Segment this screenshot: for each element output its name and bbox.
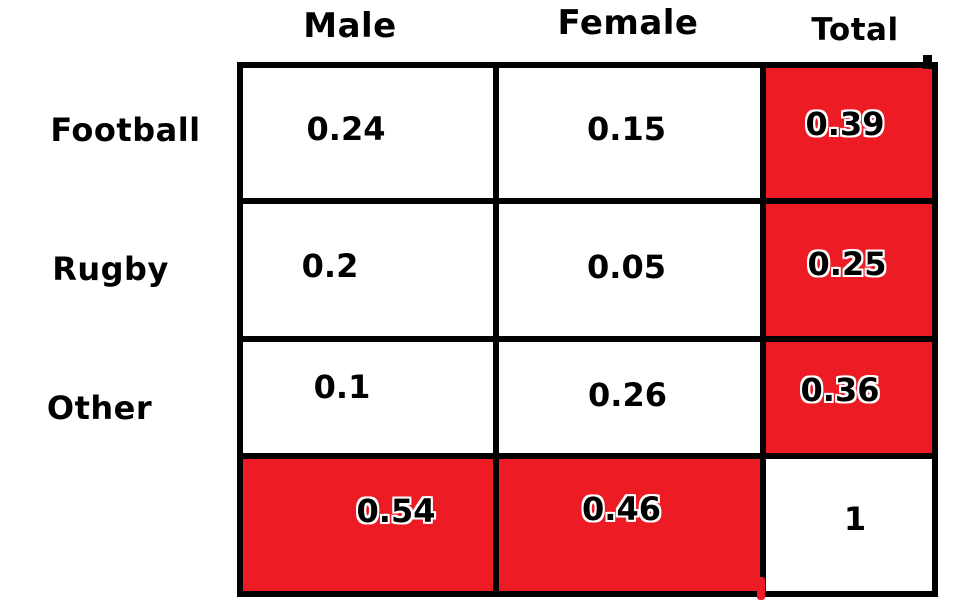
cell-other-male: 0.1 (243, 342, 493, 453)
cell-total-female: 0.46 (499, 459, 760, 591)
table-grid: 0.24 0.15 0.39 0.2 0.05 0.25 0.1 0.26 0.… (237, 62, 938, 597)
cell-value: 0.05 (587, 248, 666, 286)
column-header-female: Female (557, 3, 699, 43)
cell-value: 0.25 (807, 245, 887, 283)
border-stub-mark (923, 55, 932, 69)
row-header-football: Football (50, 111, 201, 149)
cell-other-total: 0.36 (766, 342, 932, 453)
cell-rugby-total: 0.25 (766, 204, 932, 336)
cell-value: 1 (843, 500, 867, 538)
cell-football-male: 0.24 (243, 68, 493, 198)
cell-football-total: 0.39 (766, 68, 932, 198)
cell-grand-total: 1 (766, 459, 932, 591)
cell-value: 0.24 (306, 110, 386, 148)
cell-value: 0.54 (356, 492, 436, 530)
column-header-total: Total (811, 12, 899, 48)
red-tick-mark (757, 577, 765, 600)
cell-value: 0.1 (313, 367, 371, 406)
cell-rugby-female: 0.05 (499, 204, 760, 336)
cell-value: 0.26 (588, 375, 667, 414)
row-header-other: Other (46, 389, 153, 427)
cell-value: 0.15 (587, 110, 666, 148)
cell-value: 0.46 (582, 490, 661, 528)
cell-value: 0.36 (800, 370, 880, 409)
cell-total-male: 0.54 (243, 459, 493, 591)
cell-other-female: 0.26 (499, 342, 760, 453)
cell-value: 0.2 (301, 247, 359, 285)
cell-value: 0.39 (805, 105, 885, 143)
cell-rugby-male: 0.2 (243, 204, 493, 336)
cell-football-female: 0.15 (499, 68, 760, 198)
column-header-male: Male (303, 6, 397, 46)
row-header-rugby: Rugby (52, 250, 169, 288)
